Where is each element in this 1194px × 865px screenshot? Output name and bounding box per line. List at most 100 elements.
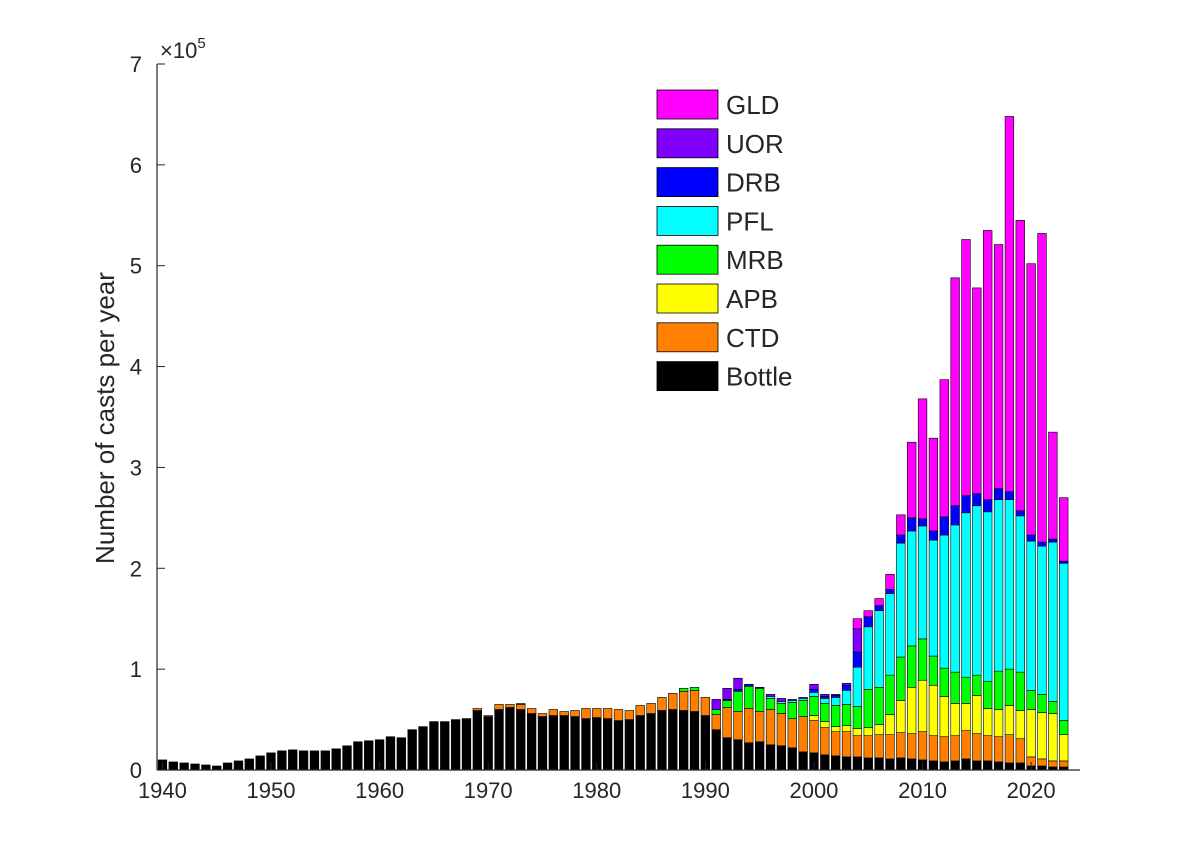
bar-gld-2009 [907, 441, 917, 519]
bar-mrb-2008 [896, 656, 906, 701]
bar-mrb-2016 [983, 680, 993, 709]
bar-drb-2013 [950, 505, 960, 526]
bar-mrb-2014 [961, 676, 971, 704]
bar-bottle-1952 [288, 749, 298, 771]
bar-bottle-1974 [526, 713, 537, 771]
bar-gld-2018 [1004, 116, 1015, 492]
bar-ctd-1970 [483, 715, 493, 717]
bar-mrb-2012 [939, 667, 949, 697]
bar-ctd-2005 [863, 735, 873, 759]
bar-pfl-2000 [809, 692, 819, 697]
x-tick-label-1980: 1980 [572, 778, 621, 803]
bar-bottle-2008 [896, 757, 906, 771]
bar-ctd-2004 [852, 735, 863, 758]
bar-bottle-1991 [711, 729, 721, 771]
bar-gld-2022 [1048, 431, 1058, 540]
legend-label-drb: DRB [726, 168, 781, 198]
bar-bottle-1969 [472, 710, 482, 771]
bar-ctd-2010 [917, 731, 928, 761]
bar-uor-2002 [831, 694, 841, 696]
bar-pfl-2011 [928, 539, 939, 657]
bar-bottle-1947 [233, 760, 244, 771]
bar-gld-2004 [852, 618, 863, 630]
bar-bottle-1970 [483, 716, 493, 771]
bar-ctd-1978 [570, 710, 580, 717]
bar-ctd-2014 [961, 730, 971, 760]
bar-ctd-1989 [689, 690, 700, 712]
bar-ctd-2009 [907, 733, 917, 760]
bar-bottle-1963 [407, 729, 417, 771]
bar-pfl-2001 [820, 698, 830, 704]
y-tick-label-2: 2 [130, 556, 142, 581]
bar-drb-2003 [841, 684, 852, 691]
bar-bottle-1996 [765, 744, 776, 771]
bar-ctd-1997 [776, 713, 787, 747]
bar-apb-2017 [993, 709, 1004, 738]
bar-apb-2021 [1037, 712, 1047, 760]
bar-ctd-2016 [983, 735, 993, 762]
bar-bottle-1957 [342, 745, 352, 771]
bar-bottle-1978 [570, 716, 580, 771]
bar-uor-2000 [809, 683, 819, 690]
bar-uor-2004 [852, 628, 863, 653]
bar-bottle-2021 [1037, 765, 1047, 771]
bar-bottle-1976 [548, 715, 558, 771]
x-tick-label-1990: 1990 [681, 778, 730, 803]
bar-bottle-1998 [787, 747, 797, 771]
bar-ctd-1983 [624, 710, 635, 720]
bar-bottle-1973 [516, 709, 526, 771]
legend-swatch-apb [656, 283, 719, 314]
bar-bottle-1981 [602, 718, 613, 771]
bar-bottle-1985 [646, 713, 656, 771]
bar-ctd-2017 [993, 736, 1004, 763]
bar-bottle-1990 [700, 715, 711, 771]
bar-ctd-2006 [874, 734, 884, 759]
bar-bottle-1968 [461, 718, 472, 771]
bar-mrb-1995 [755, 688, 765, 712]
bar-apb-2012 [939, 696, 949, 738]
bar-ctd-2003 [841, 731, 852, 758]
bar-ctd-1976 [548, 709, 558, 716]
bar-ctd-1984 [635, 705, 645, 716]
bar-ctd-1972 [505, 704, 515, 708]
bar-bottle-2016 [983, 760, 993, 771]
bar-mrb-2003 [841, 704, 852, 726]
bar-gld-2016 [983, 230, 993, 501]
bar-bottle-1993 [733, 739, 743, 771]
bar-ctd-1993 [733, 711, 743, 741]
bar-ctd-1988 [679, 691, 689, 711]
x-tick-label-1960: 1960 [355, 778, 404, 803]
bar-drb-2011 [928, 530, 939, 541]
bar-gld-2012 [939, 379, 949, 518]
legend-label-gld: GLD [726, 90, 779, 120]
bar-apb-2005 [863, 727, 873, 737]
bar-pfl-2019 [1015, 515, 1025, 673]
bar-mrb-2019 [1015, 671, 1025, 711]
bar-pfl-2012 [939, 534, 949, 669]
bar-gld-2019 [1015, 220, 1025, 512]
bar-ctd-1974 [526, 708, 537, 714]
bar-bottle-1954 [309, 750, 320, 771]
bar-ctd-1998 [787, 718, 797, 749]
bar-mrb-2007 [885, 674, 895, 715]
bar-ctd-1999 [798, 716, 808, 753]
bar-ctd-1980 [592, 708, 602, 718]
bar-drb-2021 [1037, 541, 1047, 547]
bar-bottle-1953 [298, 750, 309, 771]
bar-bottle-1986 [657, 710, 667, 771]
bar-mrb-1992 [722, 700, 732, 708]
bar-mrb-2001 [820, 703, 830, 722]
bar-apb-2001 [820, 721, 830, 728]
bar-gld-2013 [950, 277, 960, 507]
bar-apb-2023 [1059, 734, 1069, 762]
bar-bottle-1948 [244, 758, 254, 771]
bar-gld-2021 [1037, 233, 1047, 543]
bar-uor-1993 [733, 677, 743, 690]
bar-apb-2022 [1048, 713, 1058, 762]
bar-mrb-2021 [1037, 694, 1047, 713]
legend-label-ctd: CTD [726, 323, 779, 353]
bar-drb-2019 [1015, 510, 1025, 517]
bar-bottle-1987 [668, 709, 678, 771]
bar-mrb-1999 [798, 700, 808, 717]
bar-ctd-2022 [1048, 760, 1058, 768]
